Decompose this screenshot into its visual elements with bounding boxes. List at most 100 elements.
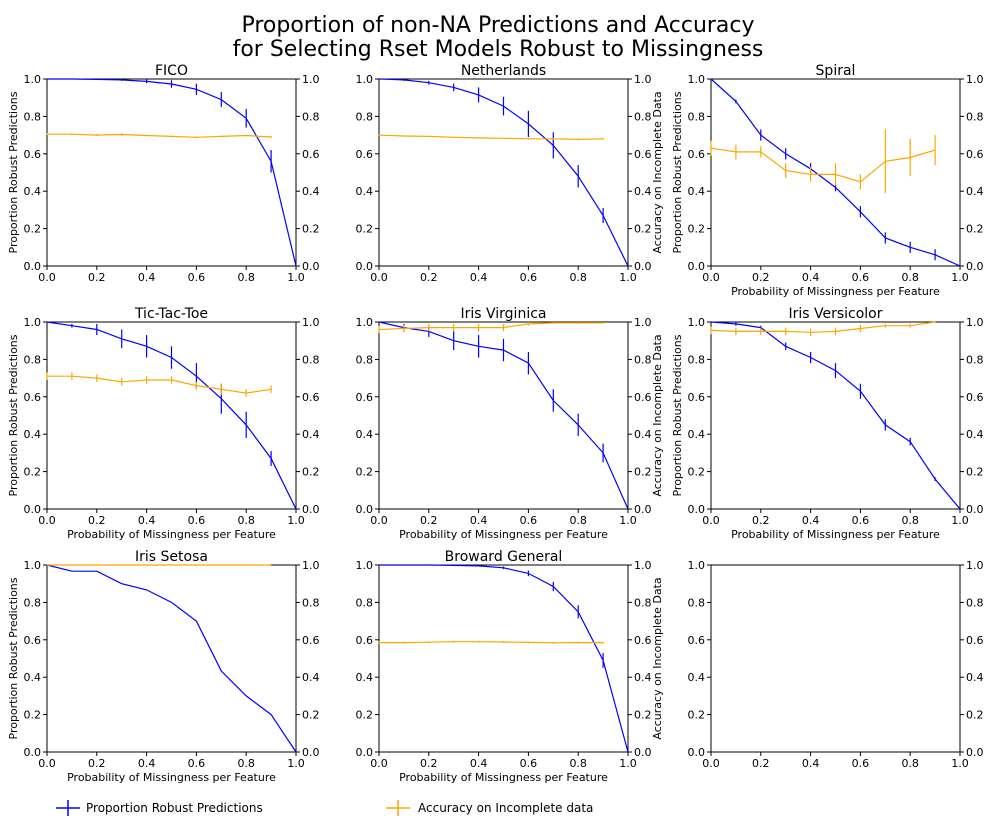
y-tick-label-left: 0.0 — [688, 260, 706, 273]
legend-robust-label: Proportion Robust Predictions — [86, 801, 263, 815]
x-tick-label: 0.6 — [852, 271, 870, 284]
series-robust — [46, 564, 297, 753]
x-axis-label: Probability of Missingness per Feature — [731, 528, 940, 541]
y-tick-label-right: 0.6 — [634, 391, 652, 404]
series-robust — [378, 321, 629, 510]
series-robust-line — [47, 78, 297, 267]
legend: Proportion Robust Predictions Accuracy o… — [56, 800, 593, 816]
y-tick-label-right: 0.6 — [302, 148, 320, 161]
y-axis-label-left: Proportion Robust Predictions — [7, 91, 20, 253]
y-tick-label-right: 0.8 — [634, 596, 652, 609]
x-tick-label: 0.0 — [38, 514, 56, 527]
subplot-1: 0.00.0 0.00.20.2 0.20.40.4 0.40.60.6 0.60.80… — [356, 63, 665, 284]
y-tick-label-left: 0.0 — [356, 260, 374, 273]
y-tick-label-right: 0.0 — [966, 503, 984, 516]
y-tick-label-left: 0.0 — [24, 260, 42, 273]
y-tick-label-left: 0.2 — [688, 466, 706, 479]
y-tick-label-left: 0.6 — [356, 391, 374, 404]
series-robust-line — [379, 564, 629, 753]
plot-frame — [46, 78, 297, 267]
y-tick-label-left: 0.6 — [356, 148, 374, 161]
y-tick-label-right: 0.4 — [966, 671, 984, 684]
x-tick-label: 1.0 — [619, 514, 637, 527]
x-tick-label: 0.4 — [138, 514, 156, 527]
y-tick-label-right: 0.2 — [302, 709, 320, 722]
y-tick-label-right: 0.0 — [302, 260, 320, 273]
series-robust — [47, 78, 297, 267]
x-tick-label: 0.6 — [520, 514, 538, 527]
y-tick-label-right: 0.6 — [634, 634, 652, 647]
subplot-title: Iris Versicolor — [788, 306, 882, 322]
y-tick-label-left: 0.2 — [356, 223, 374, 236]
plot-frame — [710, 564, 961, 753]
y-tick-label-right: 0.8 — [966, 596, 984, 609]
y-tick-label-left: 0.2 — [356, 466, 374, 479]
subplot-grid: 0.00.0 0.00.20.2 0.20.40.4 0.40.60.6 0.60.80… — [7, 63, 984, 784]
y-tick-label-left: 0.6 — [688, 634, 706, 647]
y-tick-label-left: 1.0 — [24, 73, 42, 86]
x-tick-label: 0.8 — [901, 271, 919, 284]
x-tick-label: 1.0 — [287, 271, 305, 284]
y-tick-label-left: 0.6 — [24, 634, 42, 647]
y-tick-label-right: 0.2 — [302, 466, 320, 479]
y-tick-label-right: 0.6 — [966, 148, 984, 161]
subplot-title: Spiral — [816, 63, 856, 79]
x-tick-label: 1.0 — [287, 514, 305, 527]
y-tick-label-right: 0.2 — [966, 223, 984, 236]
y-tick-label-left: 0.8 — [688, 353, 706, 366]
x-tick-label: 0.4 — [138, 271, 156, 284]
y-tick-label-left: 1.0 — [688, 559, 706, 572]
y-tick-label-right: 0.0 — [302, 503, 320, 516]
series-robust — [378, 78, 629, 267]
series-accuracy — [378, 322, 604, 334]
x-tick-label: 0.0 — [38, 271, 56, 284]
y-tick-label-right: 0.8 — [634, 353, 652, 366]
x-tick-label: 0.2 — [420, 757, 438, 770]
x-tick-label: 0.6 — [188, 757, 206, 770]
y-tick-label-left: 0.0 — [688, 503, 706, 516]
y-tick-label-right: 0.2 — [634, 709, 652, 722]
y-tick-label-left: 0.4 — [24, 671, 42, 684]
series-accuracy-line — [47, 375, 272, 394]
y-tick-label-right: 0.0 — [302, 746, 320, 759]
y-tick-label-right: 1.0 — [302, 73, 320, 86]
y-tick-label-right: 0.0 — [966, 260, 984, 273]
y-tick-label-left: 0.0 — [24, 746, 42, 759]
series-accuracy — [710, 129, 936, 194]
y-tick-label-left: 0.8 — [24, 353, 42, 366]
series-robust-line — [710, 321, 961, 510]
y-tick-label-left: 0.8 — [24, 596, 42, 609]
subplot-5: 0.00.0 0.00.20.2 0.20.40.4 0.40.60.6 0.60.80… — [671, 306, 984, 541]
y-tick-label-left: 0.2 — [356, 709, 374, 722]
x-axis-label: Probability of Missingness per Feature — [399, 771, 608, 784]
x-axis-label: Probability of Missingness per Feature — [399, 528, 608, 541]
x-tick-label: 0.8 — [901, 757, 919, 770]
y-tick-label-right: 0.4 — [966, 428, 984, 441]
y-tick-label-right: 0.8 — [966, 110, 984, 123]
y-tick-label-left: 0.4 — [688, 185, 706, 198]
x-tick-label: 0.6 — [188, 271, 206, 284]
x-tick-label: 0.4 — [802, 271, 820, 284]
x-tick-label: 0.6 — [520, 757, 538, 770]
y-axis-label-right: Accuracy on Incomplete Data — [651, 334, 664, 496]
x-tick-label: 0.8 — [569, 757, 587, 770]
x-tick-label: 0.4 — [470, 514, 488, 527]
y-tick-label-right: 0.0 — [634, 503, 652, 516]
x-axis-label: Probability of Missingness per Feature — [67, 528, 276, 541]
y-tick-label-right: 1.0 — [302, 316, 320, 329]
y-tick-label-left: 0.6 — [24, 148, 42, 161]
x-tick-label: 0.2 — [752, 514, 770, 527]
y-axis-label-right: Accuracy on Incomplete Data — [651, 577, 664, 739]
plot-frame — [710, 78, 961, 267]
series-accuracy — [46, 372, 272, 397]
y-tick-label-left: 0.2 — [688, 709, 706, 722]
y-tick-label-right: 0.0 — [966, 746, 984, 759]
x-tick-label: 0.8 — [237, 514, 255, 527]
y-tick-label-left: 1.0 — [24, 559, 42, 572]
y-tick-label-left: 0.4 — [356, 185, 374, 198]
subplot-6: 0.00.0 0.00.20.2 0.20.40.4 0.40.60.6 0.60.80… — [7, 549, 320, 784]
y-tick-label-right: 0.8 — [302, 353, 320, 366]
y-tick-label-right: 0.4 — [966, 185, 984, 198]
x-tick-label: 0.8 — [237, 757, 255, 770]
subplot-title: Netherlands — [461, 63, 546, 79]
